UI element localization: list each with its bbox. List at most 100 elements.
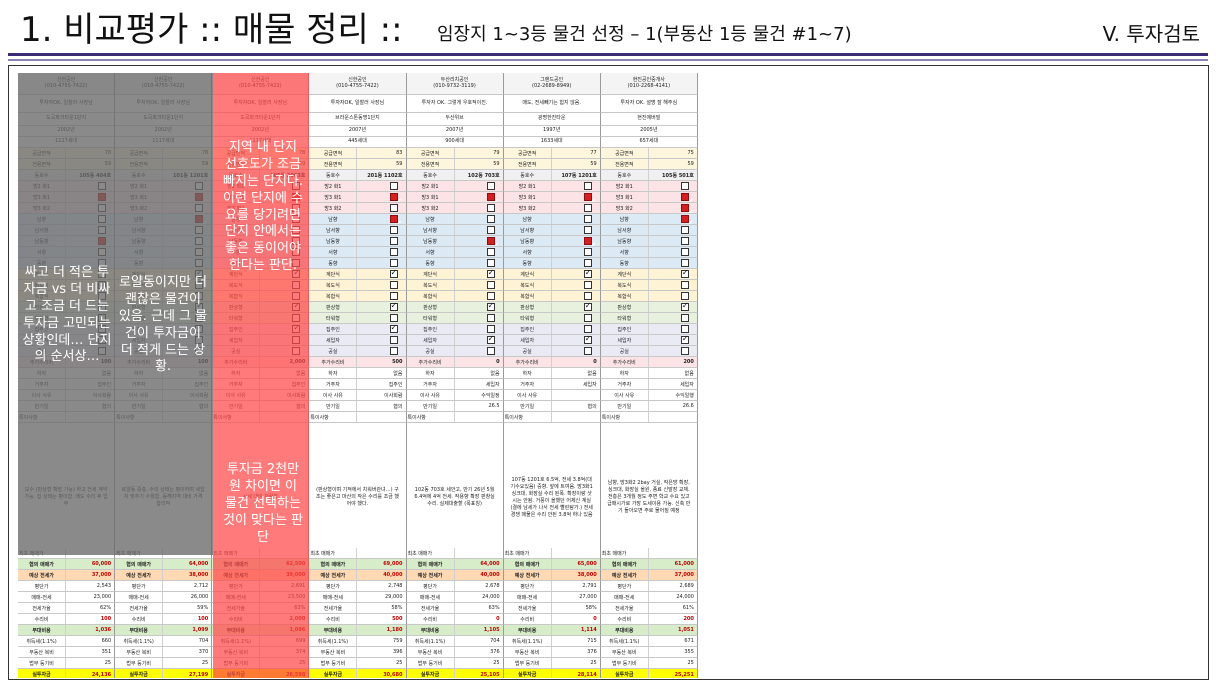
cell-label: 남동향 xyxy=(601,236,649,246)
cell-label: 예상 전세가 xyxy=(18,570,67,580)
sheet-cell: 집주인 xyxy=(406,324,504,335)
sheet-cell: 현진공인중개사 (010-2268-4141) xyxy=(600,73,698,95)
checkbox-icon xyxy=(389,248,398,256)
annotation-gray-2: 로얄동이지만 더 괜찮은 물건이 있음. 근데 그 물건이 투자금이 더 적게 … xyxy=(118,275,208,375)
cell-label: 전세가율 xyxy=(601,603,649,613)
sheet-cell: 만기일 26.5 xyxy=(406,401,504,412)
row-unit-price: 평단가2,543평단가2,712평단가2,691평단가2,748평단가2,678… xyxy=(18,581,698,592)
cell-value: 24,000 xyxy=(482,594,500,600)
sheet-cell: 계단식 xyxy=(309,269,407,280)
cell-label: 동향 xyxy=(407,258,455,268)
sheet-cell: 취득세(1.1%) 704 xyxy=(406,636,504,647)
sheet-cell: 복합식 xyxy=(309,291,407,302)
sheet-cell: 만기일 협의 xyxy=(503,401,601,412)
sheet-cell: 최초 매매가 xyxy=(406,548,504,559)
sheet-cell: 특이사항 xyxy=(406,412,504,423)
cell-label: 이사 사유 xyxy=(504,390,552,400)
sheet-cell: 계단식 xyxy=(406,269,504,280)
sheet-cell: 취득세(1.1%) 671 xyxy=(600,636,698,647)
sheet-cell: 협의 매매가 61,000 xyxy=(600,559,698,570)
sheet-cell: 최초 매매가 xyxy=(600,548,698,559)
sheet-cell: 수리비 100 xyxy=(115,614,213,625)
title-rule xyxy=(8,53,1208,56)
sheet-cell: 복합식 xyxy=(503,291,601,302)
cell-value: 수익일정 xyxy=(481,392,500,399)
cell-value: 38,000 xyxy=(188,572,209,578)
cell-value: 61% xyxy=(682,605,694,611)
checkbox-icon xyxy=(486,204,495,212)
cell-label: 특이사항 xyxy=(309,412,358,422)
sheet-cell: 부대비용 1,180 xyxy=(309,625,407,636)
memo-text: 107동 1201호 6.5억, 전세 3.8억(대기수요있음) 중향. 앞에 … xyxy=(510,476,593,518)
row-fix: 수리비100수리비100수리비2,000수리비500수리비0수리비0수리비200 xyxy=(18,614,698,625)
cell-value: 30,680 xyxy=(383,671,403,678)
sheet-cell: 공실 xyxy=(600,346,698,357)
cell-value: 37,000 xyxy=(91,572,112,578)
sheet-cell: 집주인 xyxy=(309,324,407,335)
cell-label: 하자 xyxy=(407,368,455,378)
cell-label: 방2 화1 xyxy=(309,181,358,191)
cell-label: 수리비 xyxy=(504,614,552,624)
sheet-cell: 1997년 xyxy=(503,126,601,137)
sheet-cell: 매도, 전세빼기는 힘지 않음. xyxy=(503,95,601,113)
sheet-cell: 전세가율 63% xyxy=(406,603,504,614)
checkbox-icon xyxy=(583,193,592,201)
sheet-cell: 서향 xyxy=(406,247,504,258)
cell-label: 타워형 xyxy=(309,313,358,323)
checkbox-icon xyxy=(389,269,398,278)
checkbox-icon xyxy=(583,335,592,344)
cell-label: 공실 xyxy=(309,346,358,356)
sheet-cell: 예상 전세가 37,000 xyxy=(600,570,698,581)
cell-value: 63% xyxy=(488,605,500,611)
sheet-cell: 거주자 세입자 xyxy=(406,379,504,390)
cell-value: 38,000 xyxy=(577,572,597,578)
cell-label: 서향 xyxy=(504,247,552,257)
sheet-cell: 복도식 xyxy=(406,280,504,291)
cell-label: 부대비용 xyxy=(309,625,358,635)
cell-label: 법무 등기비 xyxy=(115,658,164,668)
cell-label: 특이사항 xyxy=(407,412,455,422)
cell-value: 없음 xyxy=(393,370,403,377)
cell-label: 계단식 xyxy=(407,269,455,279)
cell-value: 25 xyxy=(396,660,403,666)
sheet-cell: 이사 사유 이사회람 xyxy=(309,390,407,401)
checkbox-icon xyxy=(680,226,689,234)
checkbox-icon xyxy=(486,281,495,289)
cell-value: 351 xyxy=(101,649,112,655)
sheet-cell: 공급면적 77 xyxy=(503,148,601,159)
sheet-cell: 방2 화1 xyxy=(309,181,407,192)
sheet-cell: 동향 xyxy=(406,258,504,269)
cell-label: 동호수 xyxy=(601,170,649,180)
checkbox-icon xyxy=(486,248,495,256)
sheet-cell: 남향 xyxy=(503,214,601,225)
sheet-cell: 이사 사유 수익일정 xyxy=(406,390,504,401)
checkbox-icon xyxy=(486,347,495,355)
cell-label: 취득세(1.1%) xyxy=(601,636,649,646)
cell-label: 부동산 복비 xyxy=(115,647,164,657)
cell-value: 28,114 xyxy=(577,671,597,678)
cell-label: 예상 전세가 xyxy=(115,570,164,580)
cell-label: 복합식 xyxy=(407,291,455,301)
cell-value: 59 xyxy=(687,161,694,167)
cell-text: 2005년 xyxy=(640,127,658,134)
cell-label: 남서향 xyxy=(504,225,552,235)
cell-label: 부동산 복비 xyxy=(18,647,67,657)
cell-value: 1,105 xyxy=(483,627,500,633)
sheet-cell: 서향 xyxy=(503,247,601,258)
red-highlight-overlay xyxy=(213,73,309,678)
title-rule-secondary xyxy=(8,59,1208,61)
cell-label: 남동향 xyxy=(309,236,358,246)
sheet-cell: 전세가율 59% xyxy=(115,603,213,614)
sheet-cell: 방3 화1 xyxy=(309,192,407,203)
cell-label: 남서향 xyxy=(309,225,358,235)
cell-label: 서향 xyxy=(601,247,649,257)
section-label: V. 투자검토 xyxy=(1102,22,1200,46)
sheet-cell: 평단가 2,543 xyxy=(18,581,116,592)
cell-value: 25 xyxy=(590,660,597,666)
cell-label: 만기일 xyxy=(407,401,455,411)
cell-value: 2,712 xyxy=(193,583,209,589)
cell-label: 거주자 xyxy=(407,379,455,389)
cell-label: 법무 등기비 xyxy=(504,658,552,668)
